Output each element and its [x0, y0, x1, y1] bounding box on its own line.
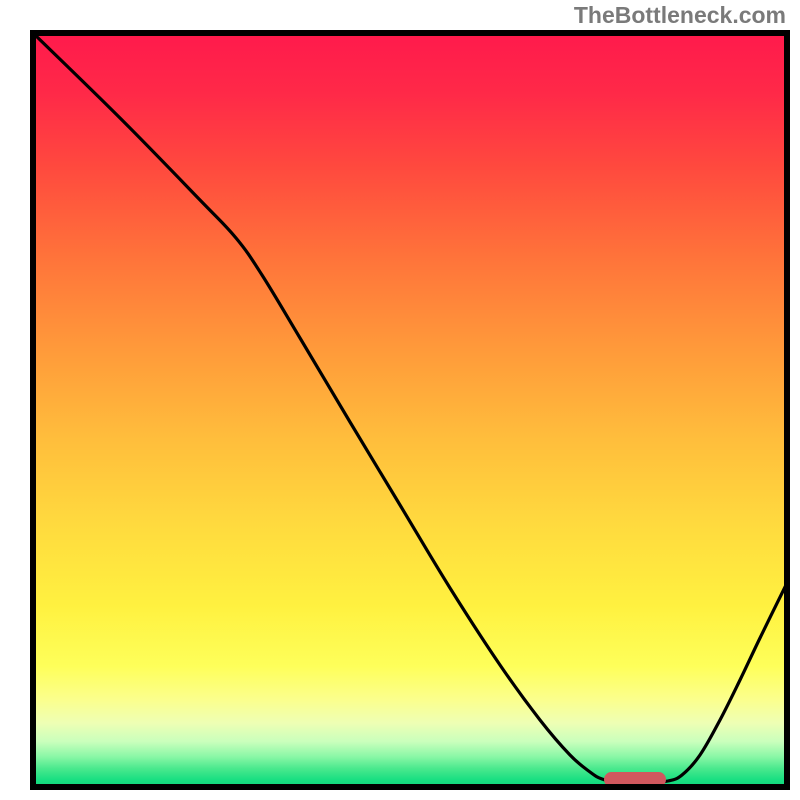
- bottleneck-chart: [0, 0, 800, 800]
- attribution-label: TheBottleneck.com: [574, 2, 786, 29]
- chart-wrapper: TheBottleneck.com: [0, 0, 800, 800]
